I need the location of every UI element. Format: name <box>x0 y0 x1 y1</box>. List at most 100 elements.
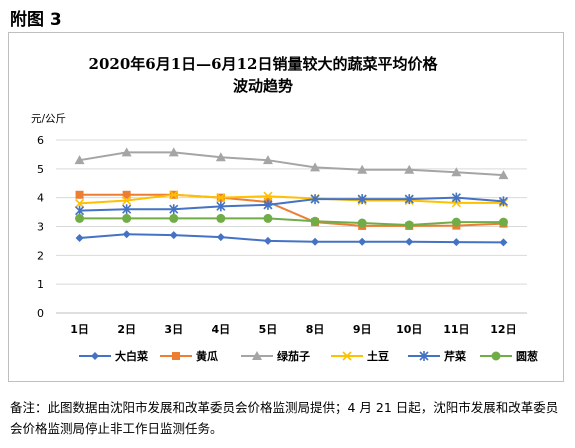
legend-item: 圆葱 <box>480 349 538 363</box>
chart-title: 2020年6月1日—6月12日销量较大的蔬菜平均价格 <box>89 55 439 73</box>
data-point <box>310 194 320 205</box>
data-point <box>169 204 179 215</box>
data-point <box>310 216 320 226</box>
data-point <box>122 195 132 206</box>
series-4 <box>74 190 509 208</box>
data-point <box>405 237 414 246</box>
series-3 <box>74 147 509 180</box>
x-tick-label: 5日 <box>259 323 278 336</box>
footnote: 备注：此图数据由沈阳市发展和改革委员会价格监测局提供；4 月 21 日起，沈阳市… <box>10 400 559 436</box>
data-point <box>357 164 368 174</box>
axes: 0 1 2 3 4 5 6 1日 2日 3日 4日 5日 8日 9日 10日 11日 12日 <box>37 134 527 336</box>
data-point <box>404 220 414 230</box>
legend-marker <box>491 351 501 361</box>
grid-lines <box>56 139 527 285</box>
data-point <box>75 213 85 223</box>
price-trend-chart: 2020年6月1日—6月12日销量较大的蔬菜平均价格 波动趋势 元/公斤 012… <box>31 55 538 363</box>
x-tick-label: 4日 <box>212 323 231 336</box>
data-point <box>122 230 131 239</box>
y-tick-label: 3 <box>37 221 44 234</box>
data-point <box>74 155 85 165</box>
data-point <box>311 237 320 246</box>
legend-label: 土豆 <box>367 349 389 363</box>
data-point <box>498 217 508 227</box>
legend: 大白菜 黄瓜 绿茄子 土豆 芹菜 圆葱 <box>79 349 538 363</box>
figure-label: 附图 3 <box>10 10 62 30</box>
data-point <box>169 231 178 240</box>
legend-item: 大白菜 <box>79 349 149 363</box>
data-point <box>451 167 462 177</box>
series-5 <box>74 192 509 216</box>
data-point <box>169 190 179 200</box>
data-point <box>122 213 132 223</box>
legend-label: 绿茄子 <box>277 349 310 363</box>
series-line <box>79 196 504 212</box>
data-point <box>75 190 84 199</box>
data-point <box>216 201 226 212</box>
y-axis-unit-label: 元/公斤 <box>31 113 66 125</box>
legend-label: 黄瓜 <box>196 349 218 363</box>
data-point <box>499 238 508 247</box>
legend-marker <box>342 351 352 361</box>
data-point <box>74 198 85 208</box>
legend-marker <box>172 352 180 360</box>
y-tick-label: 2 <box>37 249 44 262</box>
series-line <box>79 233 504 244</box>
data-point <box>263 213 273 223</box>
data-point <box>216 193 226 203</box>
x-tick-label: 10日 <box>396 323 422 336</box>
data-point <box>451 217 461 227</box>
legend-label: 圆葱 <box>516 349 538 363</box>
x-tick-label: 11日 <box>443 323 469 336</box>
data-point <box>122 190 131 199</box>
chart-subtitle: 波动趋势 <box>233 77 293 95</box>
data-point <box>404 164 415 174</box>
data-point <box>216 213 226 223</box>
series-line <box>79 151 504 177</box>
data-point <box>357 194 367 205</box>
data-point <box>404 194 414 205</box>
data-point <box>263 191 273 201</box>
data-point <box>121 147 132 157</box>
data-point <box>215 152 226 162</box>
legend-marker <box>91 352 99 360</box>
y-tick-label: 5 <box>37 163 44 176</box>
x-tick-label: 3日 <box>164 323 183 336</box>
x-tick-label: 8日 <box>306 323 325 336</box>
y-tick-label: 0 <box>37 307 44 320</box>
data-point <box>498 170 509 180</box>
data-point <box>263 236 272 245</box>
x-tick-label: 1日 <box>70 323 89 336</box>
data-point <box>452 238 461 247</box>
series-line <box>79 193 504 205</box>
data-point <box>169 213 179 223</box>
legend-item: 黄瓜 <box>160 349 218 363</box>
legend-item: 芹菜 <box>408 349 467 363</box>
y-tick-label: 1 <box>37 278 44 291</box>
legend-label: 芹菜 <box>444 349 467 363</box>
y-tick-label: 6 <box>37 134 44 147</box>
legend-marker <box>419 351 429 361</box>
y-tick-label: 4 <box>37 192 44 205</box>
legend-label: 大白菜 <box>115 349 149 363</box>
data-point <box>75 234 84 243</box>
series-6 <box>75 213 508 230</box>
x-tick-label: 12日 <box>490 323 516 336</box>
data-point <box>357 218 367 228</box>
series-line <box>79 193 504 227</box>
data-point <box>262 155 273 165</box>
x-tick-label: 9日 <box>353 323 372 336</box>
x-tick-label: 2日 <box>117 323 136 336</box>
series-1 <box>75 230 508 247</box>
series-line <box>79 217 504 227</box>
data-point <box>168 147 179 157</box>
data-point <box>216 233 225 242</box>
legend-item: 土豆 <box>331 349 389 363</box>
data-point <box>122 204 132 215</box>
data-point <box>451 192 461 203</box>
data-point <box>263 199 273 210</box>
data-point <box>358 237 367 246</box>
legend-marker <box>252 351 262 360</box>
series-lines <box>74 147 509 247</box>
